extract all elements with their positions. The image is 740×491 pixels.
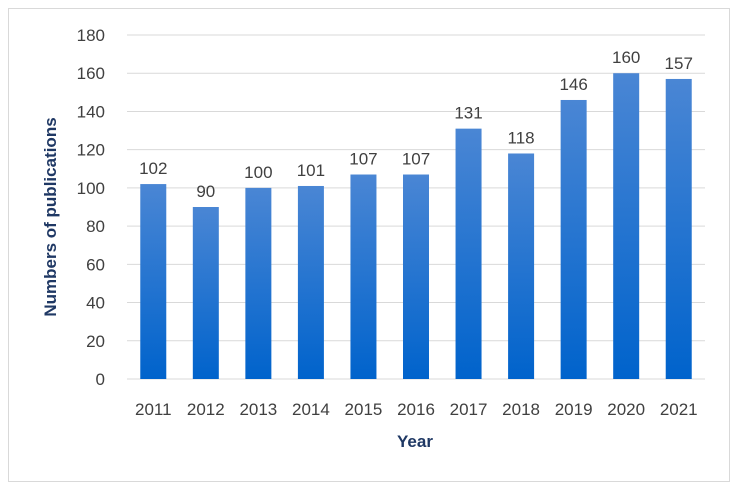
y-tick-label: 60: [86, 255, 105, 274]
data-label-2011: 102: [139, 159, 167, 178]
data-label-2012: 90: [196, 182, 215, 201]
data-label-2018: 118: [508, 128, 535, 147]
x-axis-ticks: 2011 2012 2013 2014 2015 2016 2017 2018 2019 2020…: [135, 400, 698, 419]
data-label-2015: 107: [349, 150, 377, 169]
bar-2018: [508, 153, 535, 379]
x-tick-label-2014: 2014: [292, 400, 330, 419]
y-tick-label: 20: [86, 332, 105, 351]
data-label-2021: 157: [665, 54, 693, 73]
data-label-2014: 101: [297, 161, 325, 180]
bars: [140, 73, 692, 379]
bar-2011: [140, 184, 167, 379]
bar-2021: [665, 78, 692, 379]
y-tick-label: 40: [86, 294, 105, 313]
x-tick-label-2021: 2021: [660, 400, 698, 419]
data-label-2017: 131: [454, 104, 482, 123]
x-tick-label-2019: 2019: [555, 400, 593, 419]
bar-2016: [403, 174, 429, 379]
bar-2019: [560, 99, 587, 379]
y-tick-label: 80: [86, 217, 105, 236]
data-label-2013: 100: [244, 163, 272, 182]
bar-2014: [297, 185, 324, 379]
y-tick-label: 160: [77, 64, 105, 83]
data-label-2016: 107: [402, 150, 430, 169]
x-tick-label-2013: 2013: [239, 400, 277, 419]
y-tick-label: 0: [96, 370, 105, 389]
y-tick-label: 180: [77, 26, 105, 45]
bar-chart: 102 90 100 101 107 107 131 118 146 160 157 0 20 40 60…: [41, 26, 705, 451]
x-tick-label-2018: 2018: [502, 400, 540, 419]
data-labels: 102 90 100 101 107 107 131 118 146 160 157: [139, 48, 693, 201]
x-tick-label-2015: 2015: [345, 400, 383, 419]
data-label-2020: 160: [612, 48, 640, 67]
x-tick-label-2020: 2020: [607, 400, 645, 419]
bar-2015: [350, 174, 377, 379]
bar-2017: [455, 128, 482, 379]
bar-2012: [192, 207, 219, 379]
y-tick-label: 100: [77, 179, 105, 198]
y-tick-label: 140: [77, 102, 105, 121]
x-tick-label-2017: 2017: [450, 400, 488, 419]
bar-2013: [245, 187, 272, 379]
bar-2020: [613, 73, 640, 379]
x-axis-title: Year: [397, 432, 433, 451]
y-axis-title: Numbers of publications: [41, 117, 60, 316]
y-tick-label: 120: [77, 141, 105, 160]
x-tick-label-2011: 2011: [135, 400, 172, 419]
data-label-2019: 146: [559, 75, 587, 94]
x-tick-label-2012: 2012: [187, 400, 225, 419]
chart-frame: 102 90 100 101 107 107 131 118 146 160 157 0 20 40 60…: [8, 8, 730, 482]
y-axis-ticks: 0 20 40 60 80 100 120 140 160 180: [77, 26, 105, 389]
x-tick-label-2016: 2016: [397, 400, 435, 419]
